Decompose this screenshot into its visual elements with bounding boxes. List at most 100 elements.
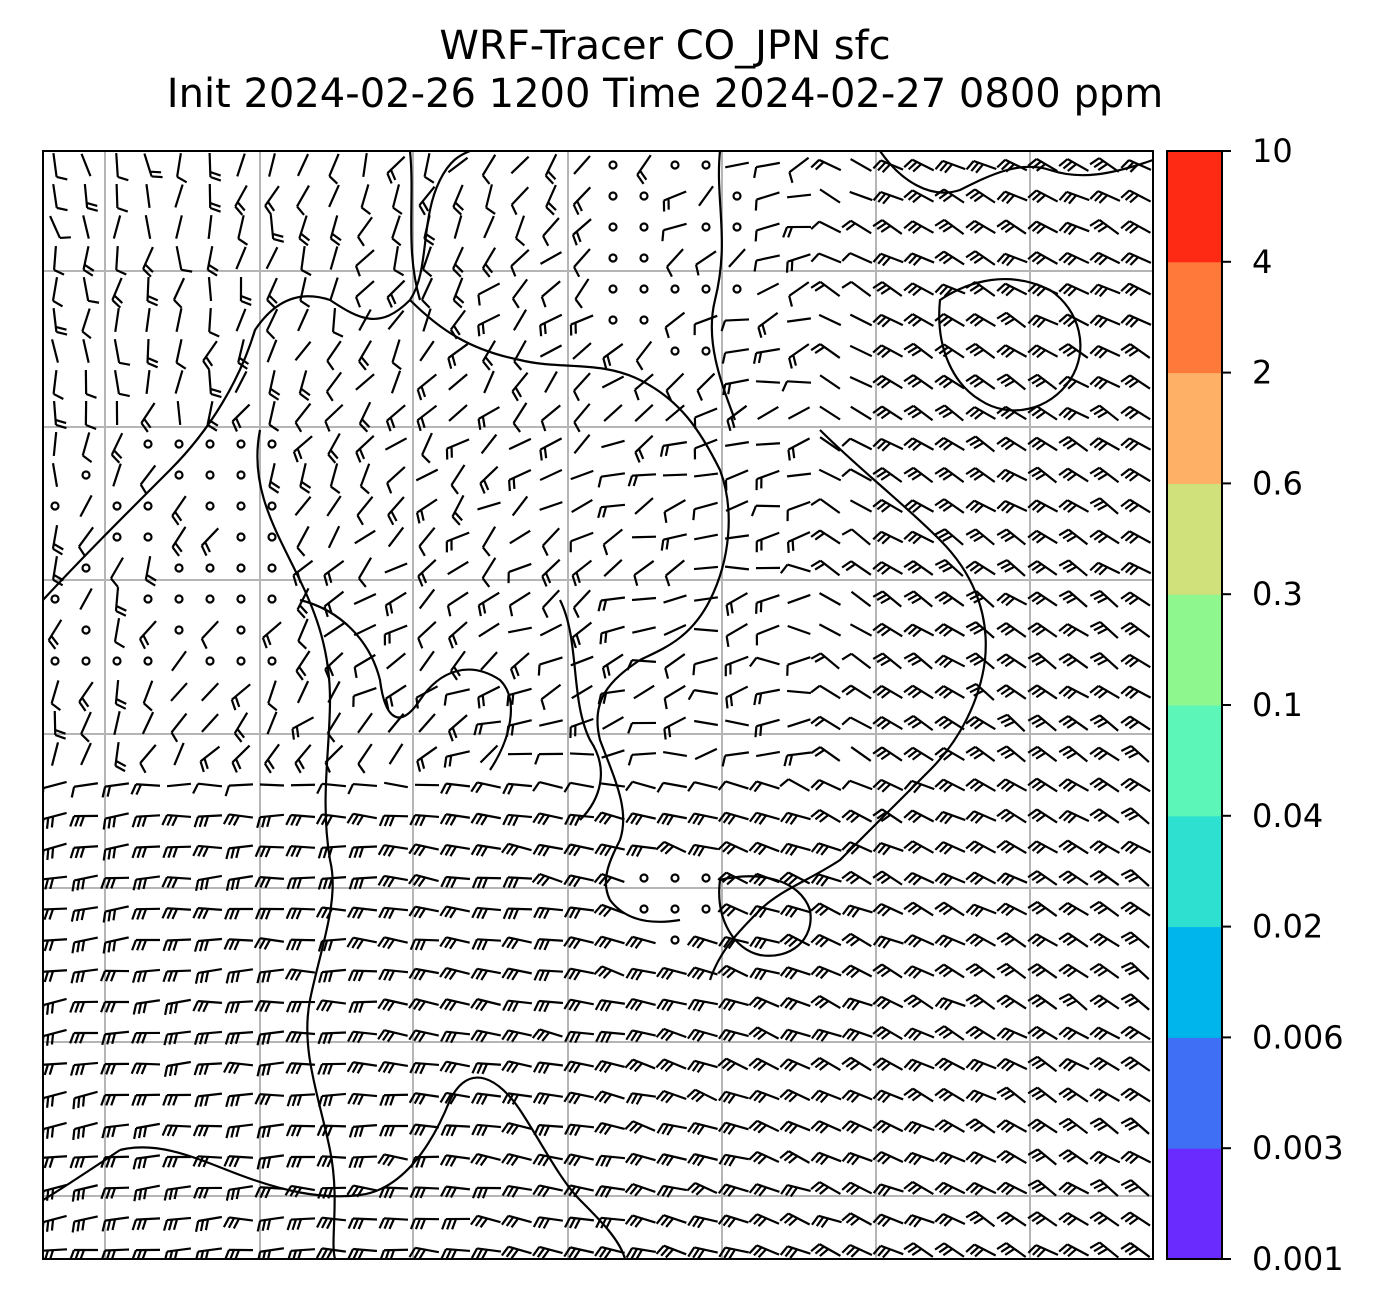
wind-barb	[1058, 623, 1089, 637]
wind-barb	[1058, 282, 1090, 297]
wind-barb	[1058, 435, 1089, 452]
wind-barb	[1058, 190, 1090, 205]
wind-barb	[43, 969, 68, 983]
wind-barb	[453, 215, 463, 239]
wind-barb	[284, 968, 316, 981]
wind-barb	[965, 281, 996, 297]
wind-barb	[84, 400, 97, 431]
wind-barb	[1058, 901, 1089, 917]
wind-barb	[544, 371, 558, 393]
calm-marker	[732, 222, 742, 232]
wind-barb	[1058, 313, 1090, 328]
calm-marker	[143, 656, 153, 666]
wind-barb	[779, 778, 811, 792]
wind-barb	[934, 343, 965, 359]
wind-barb	[471, 876, 502, 889]
wind-barb	[693, 719, 719, 727]
wind-barb	[379, 1093, 409, 1106]
wind-barb	[347, 906, 378, 920]
wind-barb	[409, 938, 440, 951]
wind-barb	[996, 344, 1028, 359]
wind-barb	[409, 1186, 440, 1199]
calm-marker	[608, 160, 618, 170]
wind-barb	[996, 528, 1027, 546]
wind-barb	[810, 559, 841, 577]
wind-barb	[810, 529, 841, 545]
wind-barb	[659, 441, 688, 457]
wind-barb	[655, 1244, 687, 1259]
wind-barb	[1089, 684, 1120, 700]
wind-barb	[872, 870, 903, 886]
wind-barb	[326, 712, 342, 743]
wind-barb	[996, 932, 1027, 948]
wind-barb	[996, 1211, 1027, 1227]
wind-barb	[1058, 1243, 1090, 1258]
wind-barb	[378, 1186, 409, 1199]
wind-barb	[872, 1089, 904, 1104]
wind-barb	[161, 813, 192, 827]
wind-barb	[225, 1123, 254, 1139]
wind-barb	[52, 183, 68, 212]
wind-barb	[77, 526, 95, 557]
wind-barb	[850, 405, 872, 421]
wind-barb	[386, 279, 406, 308]
map-title: WRF-Tracer CO_JPN sfc Init 2024-02-26 12…	[0, 22, 1330, 118]
wind-barb	[533, 1124, 564, 1137]
wind-barb	[224, 907, 254, 920]
wind-barb	[162, 969, 192, 983]
wind-barb	[563, 936, 594, 950]
wind-barb	[539, 623, 563, 637]
wind-barb	[664, 653, 686, 679]
wind-barb	[392, 245, 405, 277]
wind-barb	[872, 1244, 904, 1259]
wind-barb	[114, 307, 120, 333]
wind-barb	[297, 308, 309, 332]
wind-barb	[416, 746, 438, 772]
wind-barb	[810, 158, 842, 172]
wind-barb	[207, 276, 213, 302]
colorbar-segment	[1167, 705, 1222, 817]
wind-barb	[447, 621, 468, 649]
wind-barb	[1089, 777, 1120, 793]
wind-barb	[631, 535, 657, 539]
wind-barb	[383, 624, 408, 646]
wind-barb	[140, 402, 156, 433]
wind-barb	[841, 932, 872, 948]
wind-barb	[133, 1122, 161, 1140]
wind-barb	[501, 1029, 532, 1043]
wind-barb	[71, 936, 98, 954]
wind-barb	[872, 467, 903, 483]
wind-barb	[755, 531, 780, 553]
calm-marker	[639, 284, 649, 294]
wind-barb	[52, 555, 64, 587]
wind-barb	[1120, 343, 1151, 359]
wind-barb	[662, 473, 688, 477]
wind-barb	[934, 1213, 966, 1227]
wind-barb	[141, 711, 155, 735]
wind-barb	[934, 159, 966, 174]
wind-barb	[1027, 652, 1057, 670]
wind-barb	[841, 252, 873, 264]
wind-barb	[965, 406, 996, 420]
wind-barb	[445, 531, 470, 553]
wind-barb	[142, 680, 154, 712]
wind-barb	[194, 967, 223, 984]
wind-barb	[1058, 251, 1090, 266]
wind-barb	[269, 214, 285, 243]
wind-barb	[1120, 961, 1150, 980]
wind-barb	[377, 874, 409, 888]
wind-barb	[439, 966, 470, 981]
wind-barb	[378, 906, 409, 920]
wind-barb	[194, 1215, 223, 1233]
wind-barb	[996, 839, 1027, 855]
wind-barb	[439, 998, 470, 1012]
wind-barb	[754, 222, 780, 242]
wind-barb	[539, 468, 563, 482]
wind-barb	[1120, 498, 1151, 514]
calm-marker	[143, 532, 153, 542]
wind-barb	[818, 623, 842, 637]
wind-barb	[872, 841, 904, 856]
wind-barb	[439, 905, 470, 919]
wind-barb	[1058, 809, 1090, 824]
wind-barb	[445, 438, 470, 460]
